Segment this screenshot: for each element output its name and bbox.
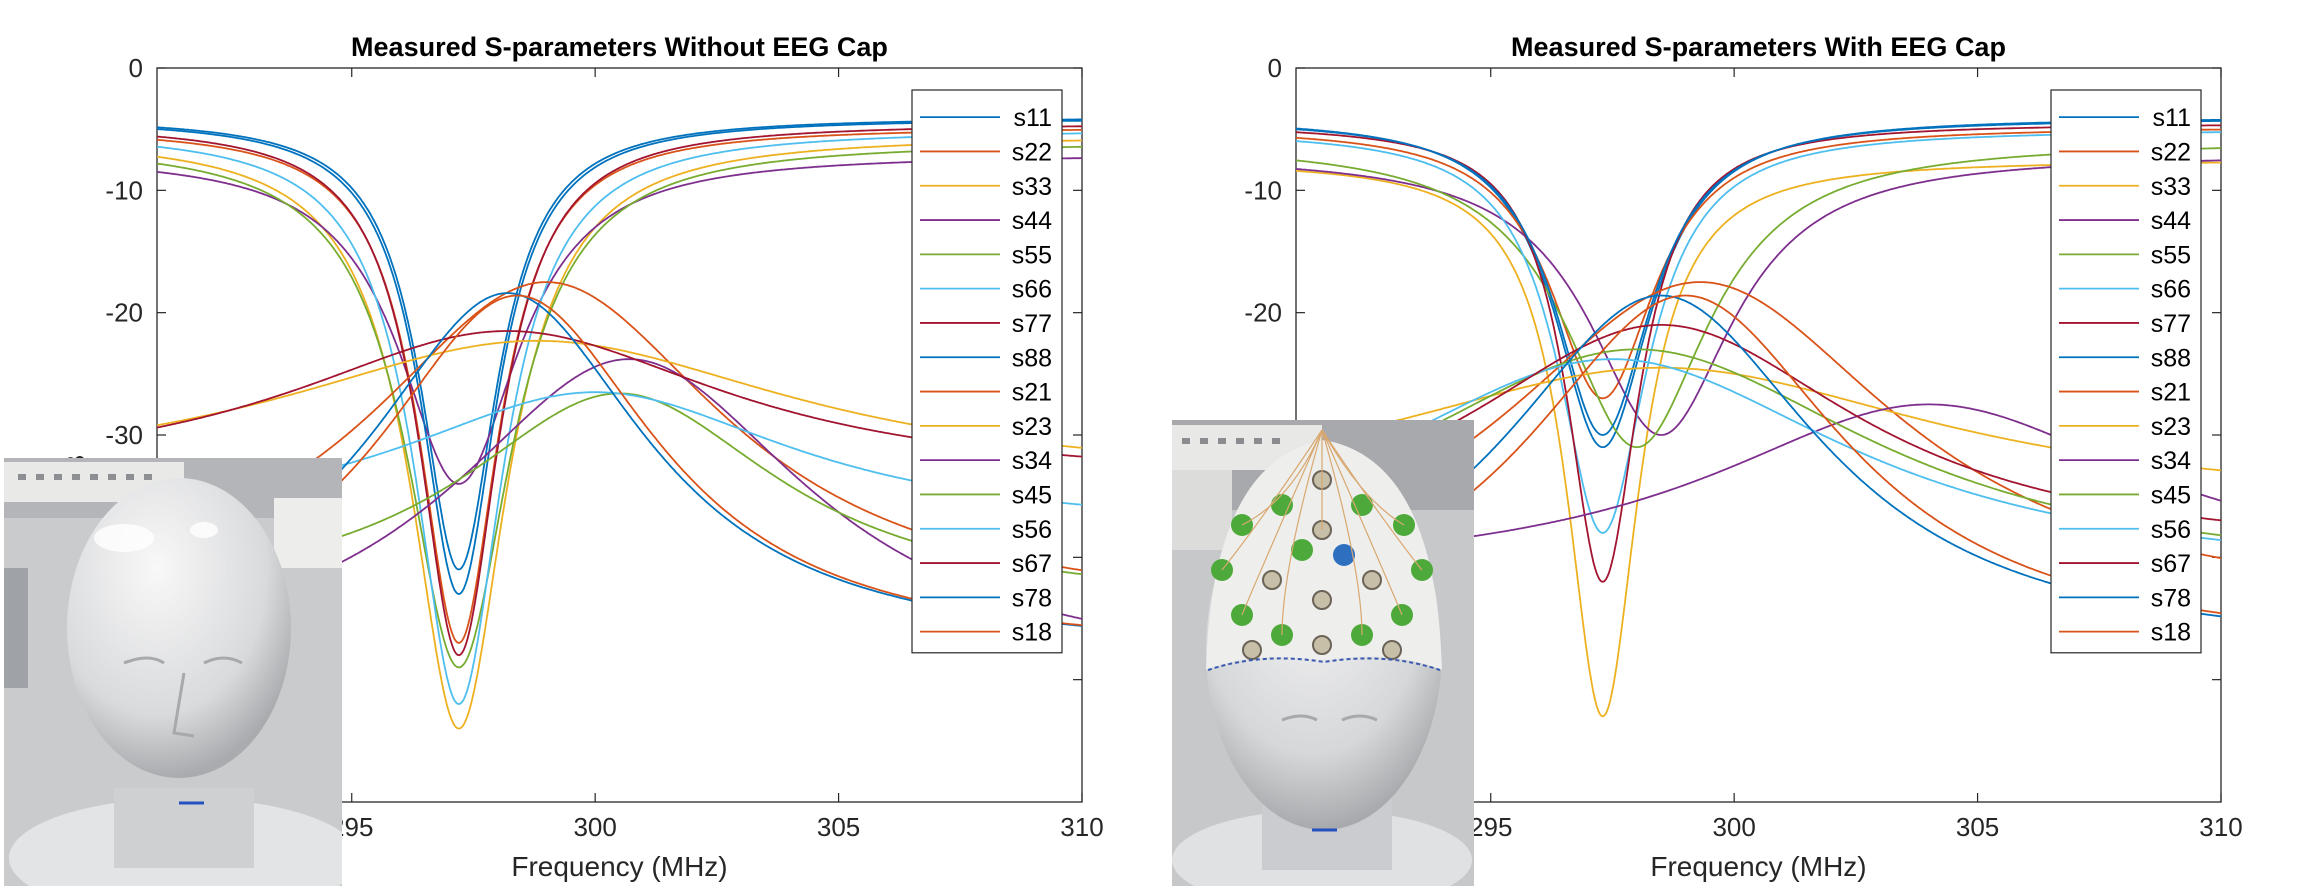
x-tick-label: 300	[573, 812, 616, 842]
legend-label-s67: s67	[2151, 550, 2191, 578]
legend-label-s23: s23	[2151, 413, 2191, 441]
x-axis-label: Frequency (MHz)	[1650, 851, 1866, 882]
legend-label-s44: s44	[2151, 207, 2191, 235]
y-tick-label: -20	[105, 298, 143, 328]
legend-label-s77: s77	[1012, 310, 1052, 338]
legend-label-s88: s88	[2151, 344, 2191, 372]
y-tick-label: -10	[105, 175, 143, 205]
legend-label-s66: s66	[2151, 276, 2191, 304]
legend-label-s21: s21	[1012, 379, 1052, 407]
legend-label-s34: s34	[1012, 447, 1052, 475]
legend-label-s11: s11	[2153, 104, 2191, 132]
legend-label-s22: s22	[1012, 138, 1052, 166]
legend-label-s11: s11	[1014, 104, 1052, 132]
x-tick-label: 310	[2199, 812, 2242, 842]
x-tick-label: 305	[817, 812, 860, 842]
legend-label-s55: s55	[2151, 241, 2191, 269]
y-tick-label: -10	[1244, 175, 1282, 205]
legend-label-s56: s56	[1012, 516, 1052, 544]
y-tick-label: 0	[1268, 53, 1282, 83]
x-axis-label: Frequency (MHz)	[511, 851, 727, 882]
legend-label-s66: s66	[1012, 276, 1052, 304]
legend-label-s45: s45	[1012, 481, 1052, 509]
legend-label-s45: s45	[2151, 481, 2191, 509]
legend-label-s78: s78	[2151, 584, 2191, 612]
legend-label-s78: s78	[1012, 584, 1052, 612]
legend: s11 s22 s33 s44 s55 s66 s77 s88 s21 s23 s34 s45 s56 s…	[911, 89, 1063, 654]
x-tick-label: 300	[1712, 812, 1755, 842]
legend-label-s21: s21	[2151, 379, 2191, 407]
y-tick-label: -30	[105, 420, 143, 450]
legend-label-s88: s88	[1012, 344, 1052, 372]
x-tick-label: 305	[1956, 812, 1999, 842]
legend: s11 s22 s33 s44 s55 s66 s77 s88 s21 s23 s34 s45 s56 s…	[2050, 89, 2202, 654]
legend-label-s18: s18	[2151, 619, 2191, 647]
x-tick-label: 310	[1060, 812, 1103, 842]
y-tick-label: -20	[1244, 298, 1282, 328]
legend-label-s33: s33	[1012, 173, 1052, 201]
legend-label-s56: s56	[2151, 516, 2191, 544]
legend-label-s55: s55	[1012, 241, 1052, 269]
legend-box	[2050, 89, 2202, 654]
legend-label-s67: s67	[1012, 550, 1052, 578]
legend-label-s22: s22	[2151, 138, 2191, 166]
legend-label-s23: s23	[1012, 413, 1052, 441]
y-tick-label: 0	[129, 53, 143, 83]
legend-box	[911, 89, 1063, 654]
mannequin-photo-left	[4, 458, 342, 886]
mannequin-eeg-cap-photo-right	[1172, 420, 1474, 886]
legend-label-s77: s77	[2151, 310, 2191, 338]
legend-label-s44: s44	[1012, 207, 1052, 235]
legend-label-s18: s18	[1012, 619, 1052, 647]
chart-title: Measured S-parameters Without EEG Cap	[351, 32, 888, 62]
chart-title: Measured S-parameters With EEG Cap	[1511, 32, 2006, 62]
legend-label-s34: s34	[2151, 447, 2191, 475]
x-tick-label: 295	[1469, 812, 1512, 842]
legend-label-s33: s33	[2151, 173, 2191, 201]
